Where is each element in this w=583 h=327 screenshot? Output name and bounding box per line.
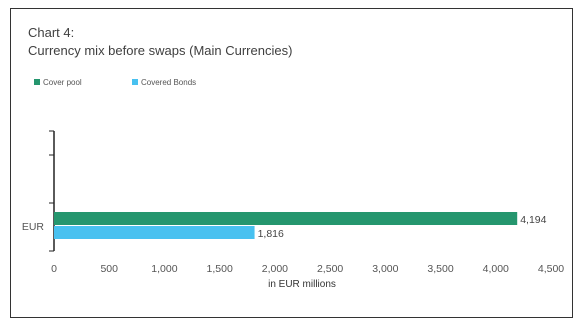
chart-title: Chart 4: bbox=[28, 25, 75, 40]
x-tick-label: 3,500 bbox=[427, 263, 453, 275]
x-tick-label: 500 bbox=[100, 263, 118, 275]
chart-frame bbox=[10, 8, 573, 318]
x-tick-label: 3,000 bbox=[372, 263, 398, 275]
bar-covered-bonds bbox=[54, 226, 255, 239]
x-tick-label: 4,000 bbox=[483, 263, 509, 275]
data-label-covered-bonds: 1,816 bbox=[258, 228, 284, 240]
data-label-cover-pool: 4,194 bbox=[520, 214, 546, 226]
x-tick-label: 1,000 bbox=[151, 263, 177, 275]
bar-cover-pool bbox=[54, 212, 518, 225]
legend-label-1: Covered Bonds bbox=[141, 78, 196, 87]
x-tick-label: 2,000 bbox=[262, 263, 288, 275]
legend-swatch-1 bbox=[132, 79, 138, 85]
x-tick-label: 4,500 bbox=[538, 263, 564, 275]
legend-swatch-0 bbox=[34, 79, 40, 85]
x-axis-title: in EUR millions bbox=[268, 279, 336, 290]
x-tick-label: 2,500 bbox=[317, 263, 343, 275]
x-tick-label: 0 bbox=[51, 263, 57, 275]
x-tick-label: 1,500 bbox=[207, 263, 233, 275]
chart-subtitle: Currency mix before swaps (Main Currenci… bbox=[28, 43, 293, 58]
y-category-label: EUR bbox=[22, 221, 45, 233]
legend-label-0: Cover pool bbox=[43, 78, 82, 87]
